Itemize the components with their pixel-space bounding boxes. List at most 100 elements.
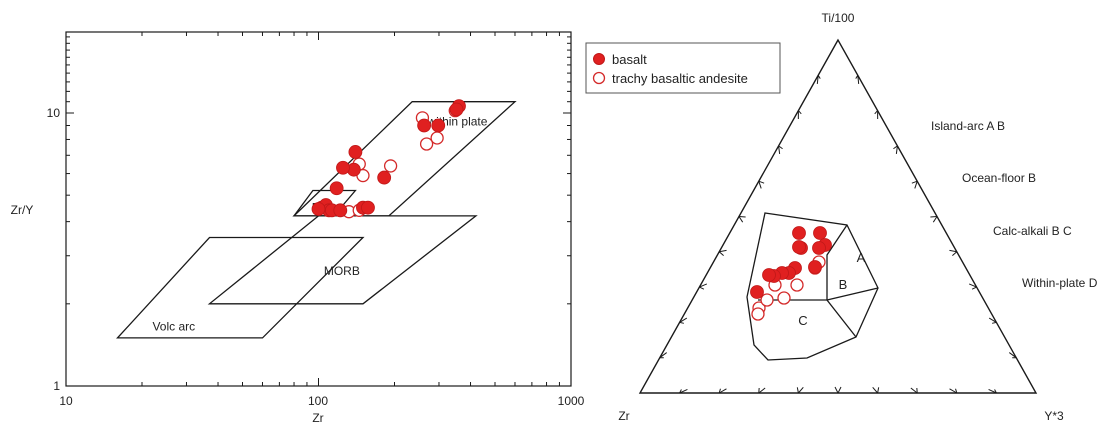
- ternary-tick: [719, 249, 727, 253]
- ternary-point-basalt: [813, 226, 827, 240]
- ternary-tick: [837, 386, 842, 394]
- ternary-tick: [758, 181, 762, 189]
- legend-marker-basalt: [593, 53, 605, 65]
- ternary-tick: [718, 388, 727, 394]
- ternary-tick: [988, 317, 997, 323]
- ternary-tick: [910, 387, 918, 394]
- point-basalt: [348, 145, 363, 159]
- ternary-tick: [679, 321, 684, 324]
- ternary-tick: [778, 145, 783, 150]
- ternary-tick: [796, 387, 799, 394]
- ternary-point-basalt: [792, 226, 806, 240]
- ternary-point-basalt: [792, 240, 806, 254]
- side-label-within-plate: Within-plate D: [1022, 276, 1098, 290]
- point-basalt: [449, 102, 464, 117]
- ternary-point-trachy-basaltic-andesite: [790, 278, 804, 292]
- sample-points: [311, 99, 466, 219]
- ternary-tick: [874, 110, 878, 115]
- y-tick-label: 10: [47, 106, 61, 120]
- legend-label-trachy: trachy basaltic andesite: [612, 71, 748, 86]
- ternary-point-basalt: [762, 268, 776, 282]
- ternary-tick: [855, 75, 859, 79]
- field-outline: [746, 212, 879, 361]
- ternary-tick: [988, 388, 997, 394]
- ternary-tick: [857, 75, 860, 84]
- ternary-tick: [699, 286, 705, 290]
- ternary-tick: [911, 180, 918, 184]
- apex-label-right: Y*3: [1044, 409, 1064, 423]
- ternary-tick: [758, 387, 766, 394]
- x-tick-label: 10: [59, 394, 73, 408]
- ternary-tick: [798, 386, 804, 394]
- ternary-tick: [893, 145, 898, 150]
- tectonic-field: [207, 215, 478, 305]
- ternary-tick: [659, 352, 668, 359]
- ternary-tick: [738, 216, 744, 223]
- ternary-point-trachy-basaltic-andesite: [751, 307, 765, 321]
- ternary-plot: A B C Ti/100 Zr Y*3 Island-arc A B Ocean…: [618, 11, 1097, 423]
- legend-marker-trachy: [592, 71, 606, 85]
- side-label-ocean-floor: Ocean-floor B: [962, 171, 1036, 185]
- ternary-tick: [952, 251, 958, 256]
- point-trachy-basaltic-andesite: [419, 137, 434, 151]
- ternary-tick: [834, 386, 839, 394]
- point-basalt: [431, 118, 446, 133]
- ternary-tick: [816, 75, 819, 84]
- side-label-island-arc: Island-arc A B: [931, 119, 1005, 133]
- legend-label-basalt: basalt: [612, 52, 647, 67]
- ternary-points: [750, 226, 832, 321]
- point-basalt: [417, 118, 432, 133]
- x-tick-label: 1000: [558, 394, 585, 408]
- point-basalt: [311, 202, 326, 216]
- ternary-tick: [679, 388, 688, 394]
- ternary-point-basalt: [812, 241, 826, 255]
- ternary-point-basalt: [750, 285, 764, 299]
- tectonic-field: [116, 236, 365, 339]
- point-basalt: [361, 200, 375, 215]
- ternary-tick: [955, 388, 958, 394]
- ternary-tick: [679, 317, 688, 323]
- point-basalt: [329, 181, 344, 196]
- field-divider-ab: [826, 287, 879, 301]
- legend-box: [585, 42, 781, 94]
- ternary-tick: [758, 180, 765, 184]
- tick-group: [65, 32, 571, 387]
- ternary-tick: [994, 389, 997, 394]
- tectonic-field: [292, 189, 357, 217]
- field-label: MORB: [324, 264, 360, 278]
- point-basalt: [336, 160, 350, 175]
- field-label-a: A: [857, 250, 866, 265]
- ternary-tick: [877, 387, 880, 394]
- ternary-tick: [895, 145, 898, 155]
- ternary-tick: [932, 216, 938, 223]
- ternary-tick: [949, 249, 957, 253]
- apex-label-left: Zr: [618, 409, 629, 423]
- field-label: Volc arc: [152, 319, 195, 333]
- ternary-point-basalt: [808, 260, 822, 274]
- y-tick-label: 1: [53, 379, 60, 393]
- ternary-tick: [872, 386, 878, 394]
- x-axis-label: Zr: [312, 411, 323, 423]
- legend: basalt trachy basaltic andesite: [585, 42, 781, 94]
- ternary-tick: [718, 251, 724, 256]
- field-label-b: B: [839, 277, 848, 292]
- point-basalt: [377, 170, 392, 185]
- point-basalt: [333, 203, 348, 218]
- ternary-tick: [914, 181, 918, 189]
- apex-label-top: Ti/100: [822, 11, 855, 25]
- ternary-tick: [699, 283, 708, 288]
- y-axis-label: Zr/Y: [11, 203, 34, 217]
- ternary-tick: [778, 145, 781, 155]
- ternary-tick: [971, 286, 977, 290]
- field-label-c: C: [798, 313, 807, 328]
- ternary-point-trachy-basaltic-andesite: [777, 291, 791, 305]
- side-label-calc-alkali: Calc-alkali B C: [993, 224, 1072, 238]
- x-tick-label: 100: [308, 394, 328, 408]
- ternary-tick: [968, 283, 977, 288]
- ternary-point-trachy-basaltic-andesite: [760, 293, 774, 307]
- ternary-tick: [1008, 352, 1017, 359]
- ternary-tick: [949, 388, 958, 394]
